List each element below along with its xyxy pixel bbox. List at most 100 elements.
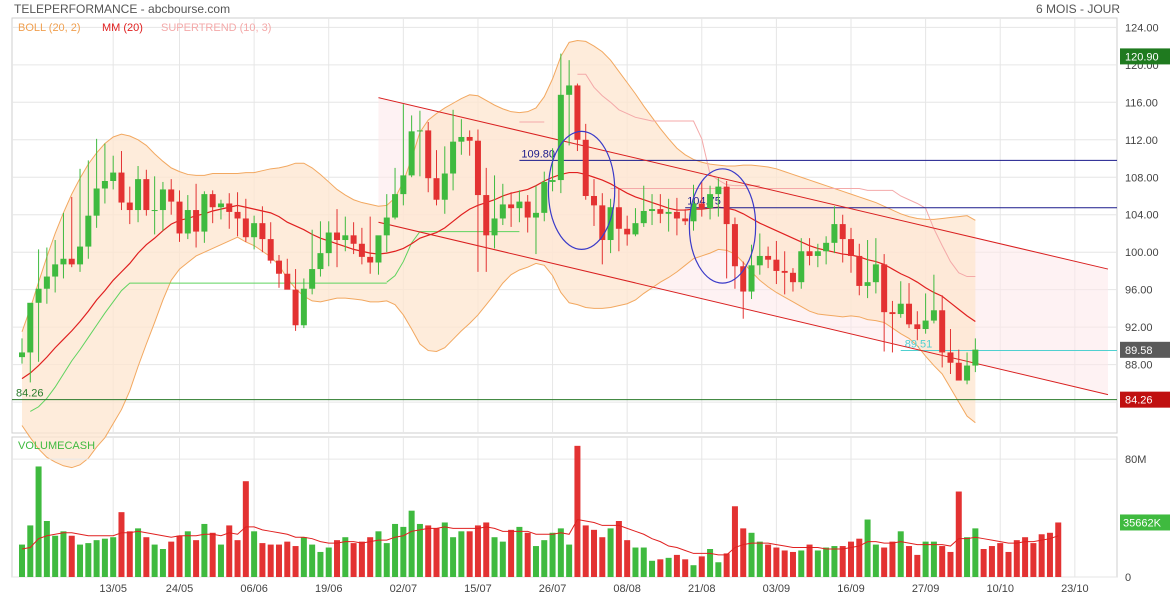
price-axis-label: 112.00: [1125, 135, 1158, 147]
volume-bar: [972, 528, 979, 577]
candle-body: [342, 235, 349, 241]
legend-boll[interactable]: BOLL (20, 2): [18, 22, 81, 34]
candle-body: [499, 204, 506, 219]
period-label[interactable]: 6 MOIS - JOUR: [1035, 2, 1120, 16]
candle-body: [557, 94, 564, 181]
volume-bar: [135, 528, 142, 577]
volume-bar: [27, 525, 34, 577]
volume-bar: [607, 528, 614, 577]
price-min-tag: [1120, 391, 1170, 408]
candle-body: [615, 207, 622, 229]
volume-bar: [582, 525, 589, 577]
candle-body: [300, 288, 307, 326]
date-axis-label: 15/07: [464, 583, 492, 595]
volume-bar: [740, 528, 747, 577]
volume-bar: [624, 540, 631, 577]
candle-body: [748, 265, 755, 292]
candle-body: [972, 349, 979, 366]
volume-bar: [292, 546, 299, 577]
volume-bar: [955, 491, 962, 577]
date-axis-label: 26/07: [539, 583, 567, 595]
price-last-label: 89.58: [1125, 345, 1153, 357]
volume-bar: [151, 544, 158, 577]
candle-body: [118, 172, 125, 203]
volume-bar: [300, 537, 307, 577]
candle-body: [682, 218, 689, 222]
candle-body: [52, 264, 59, 277]
volume-bar: [275, 544, 282, 577]
volume-bar: [789, 551, 796, 577]
candle-body: [839, 224, 846, 240]
candle-body: [425, 130, 432, 179]
volume-bar: [483, 522, 490, 577]
volume-bar: [508, 529, 515, 577]
volume-bar: [765, 544, 772, 577]
candle-body: [524, 201, 531, 218]
candle-body: [375, 235, 382, 263]
volume-bar: [334, 540, 341, 577]
volume-bar: [574, 445, 581, 577]
price-max-label: 120.90: [1125, 51, 1159, 63]
volume-bar: [126, 531, 133, 577]
legend-mm[interactable]: MM (20): [102, 22, 143, 34]
candle-body: [466, 136, 473, 141]
candle-body: [881, 264, 888, 313]
volume-average-line: [21, 518, 1059, 556]
price-axis-label: 104.00: [1125, 210, 1159, 222]
volume-bar: [342, 537, 349, 577]
date-axis-label: 21/08: [688, 583, 716, 595]
volume-bar: [458, 531, 465, 577]
volume-bar: [441, 522, 448, 577]
support-label: 84.26: [16, 388, 44, 400]
volume-bar: [831, 546, 838, 577]
volume-bar: [1038, 534, 1045, 577]
candle-body: [325, 232, 332, 254]
candle-body: [731, 224, 738, 267]
date-axis-label: 24/05: [166, 583, 194, 595]
volume-bar: [872, 544, 879, 577]
candle-body: [831, 224, 838, 243]
volume-bar: [1013, 540, 1020, 577]
volume-bar: [251, 531, 258, 577]
volume-bar: [930, 541, 937, 577]
volume-bar: [997, 543, 1004, 577]
volume-bar: [193, 540, 200, 577]
highlight-ellipse: [547, 130, 616, 250]
volume-bar: [159, 549, 166, 577]
volume-bar: [143, 537, 150, 577]
candle-body: [201, 194, 208, 232]
volume-bar: [110, 537, 117, 577]
volume-bar: [168, 541, 175, 577]
volume-bar: [814, 550, 821, 577]
candle-body: [566, 85, 573, 95]
legend-supertrend[interactable]: SUPERTREND (10, 3): [161, 22, 272, 34]
date-axis-label: 06/06: [240, 583, 268, 595]
volume-bar: [980, 549, 987, 577]
volume-bar: [806, 544, 813, 577]
volume-bar: [541, 540, 548, 577]
volume-bar: [1022, 537, 1029, 577]
volume-bar: [1046, 532, 1053, 577]
volume-bar: [632, 547, 639, 577]
candle-body: [226, 203, 233, 212]
channel-upper-line: [378, 97, 1109, 270]
volume-bar: [184, 531, 191, 577]
candle-body: [43, 276, 50, 289]
volume-axis-label: 0: [1125, 572, 1131, 584]
date-axis-label: 03/09: [763, 583, 791, 595]
candle-body: [806, 251, 813, 256]
candle-body: [77, 246, 84, 265]
date-axis-label: 23/10: [1061, 583, 1089, 595]
candle-body: [773, 259, 780, 271]
candle-body: [814, 251, 821, 256]
volume-bar: [566, 544, 573, 577]
candle-body: [267, 239, 274, 261]
volume-bar: [1030, 543, 1037, 577]
price-max-tag: [1120, 48, 1170, 65]
candle-body: [632, 223, 639, 235]
volume-bar: [383, 543, 390, 577]
legend-volume[interactable]: VOLUMECASH: [18, 440, 96, 452]
volume-bar: [392, 523, 399, 577]
candle-body: [441, 173, 448, 200]
candle-body: [955, 362, 962, 381]
